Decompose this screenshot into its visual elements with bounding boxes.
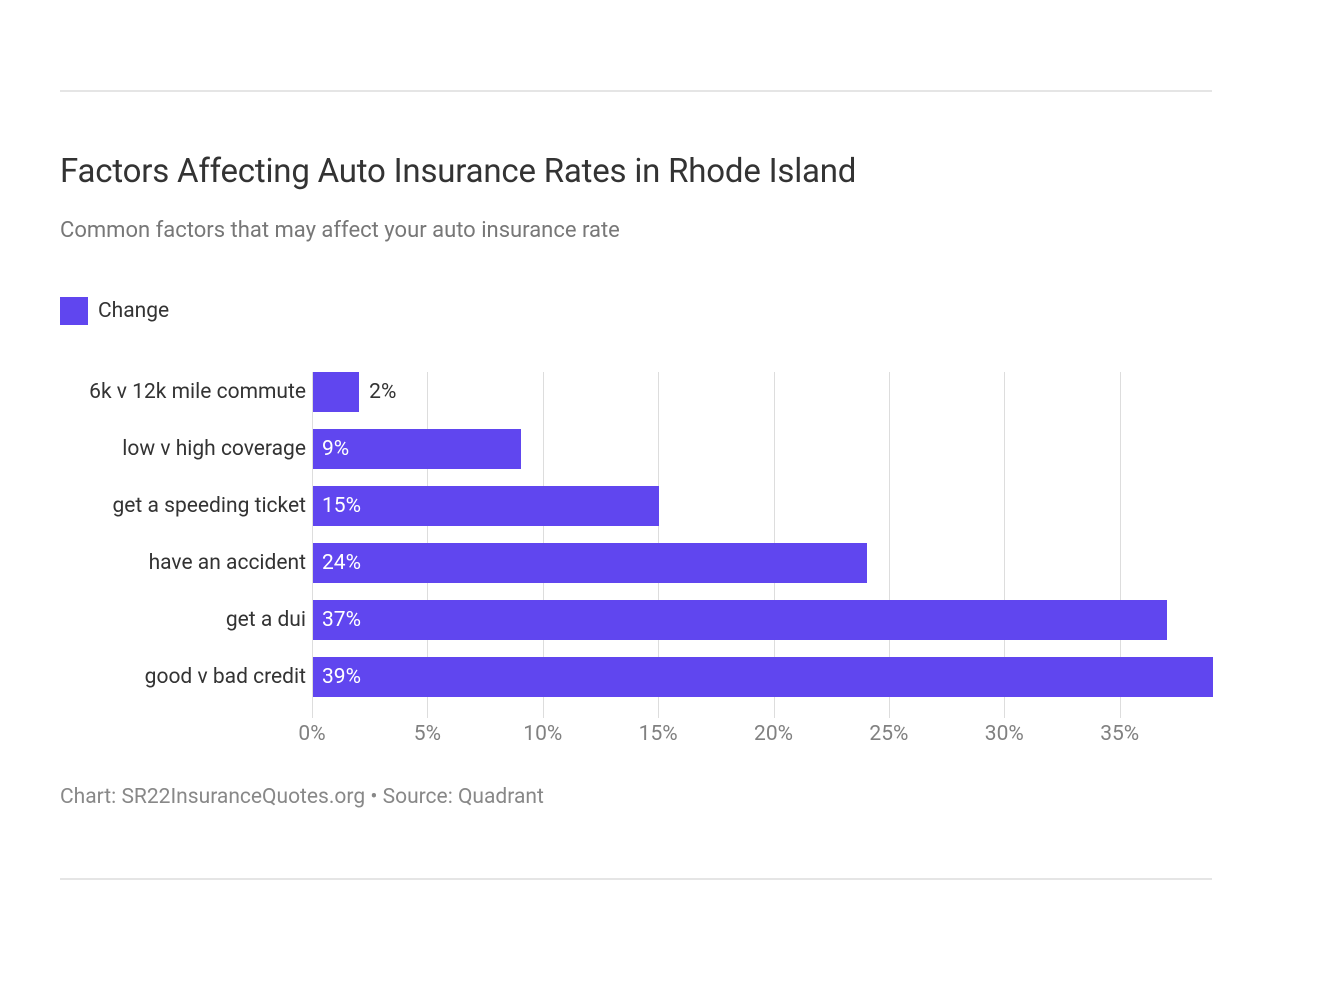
x-tick-label: 25% [869, 722, 908, 746]
legend: Change [60, 297, 169, 325]
bar [313, 486, 659, 526]
bar [313, 600, 1167, 640]
value-label: 24% [322, 551, 361, 575]
legend-label: Change [98, 299, 169, 323]
chart-row: have an accident 24% [60, 543, 1212, 583]
bar-chart: 6k v 12k mile commute 2% low v high covera… [60, 360, 1212, 750]
divider-top [60, 90, 1212, 92]
category-label: have an accident [149, 551, 306, 575]
chart-subtitle: Common factors that may affect your auto… [60, 218, 620, 243]
page-root: Factors Affecting Auto Insurance Rates i… [0, 0, 1320, 990]
x-tick-label: 15% [639, 722, 678, 746]
chart-row: 6k v 12k mile commute 2% [60, 372, 1212, 412]
x-tick-label: 5% [414, 722, 441, 746]
x-tick-label: 10% [523, 722, 562, 746]
category-label: get a speeding ticket [112, 494, 306, 518]
chart-row: get a dui 37% [60, 600, 1212, 640]
x-tick-label: 0% [298, 722, 325, 746]
chart-row: low v high coverage 9% [60, 429, 1212, 469]
category-label: 6k v 12k mile commute [89, 380, 306, 404]
chart-title: Factors Affecting Auto Insurance Rates i… [60, 152, 856, 191]
value-label: 15% [322, 494, 361, 518]
bar [313, 657, 1213, 697]
chart-row: get a speeding ticket 15% [60, 486, 1212, 526]
chart-row: good v bad credit 39% [60, 657, 1212, 697]
x-axis: 0%5%10%15%20%25%30%35% [312, 718, 1212, 748]
x-tick-label: 30% [985, 722, 1024, 746]
value-label: 37% [322, 608, 361, 632]
value-label: 2% [369, 380, 396, 404]
category-label: low v high coverage [122, 437, 306, 461]
chart-source: Chart: SR22InsuranceQuotes.org • Source:… [60, 785, 544, 809]
bar [313, 543, 867, 583]
x-tick-label: 20% [754, 722, 793, 746]
bar [313, 372, 359, 412]
category-label: get a dui [226, 608, 306, 632]
value-label: 9% [322, 437, 349, 461]
x-tick-label: 35% [1100, 722, 1139, 746]
divider-bottom [60, 878, 1212, 880]
legend-swatch [60, 297, 88, 325]
category-label: good v bad credit [145, 665, 306, 689]
value-label: 39% [322, 665, 361, 689]
